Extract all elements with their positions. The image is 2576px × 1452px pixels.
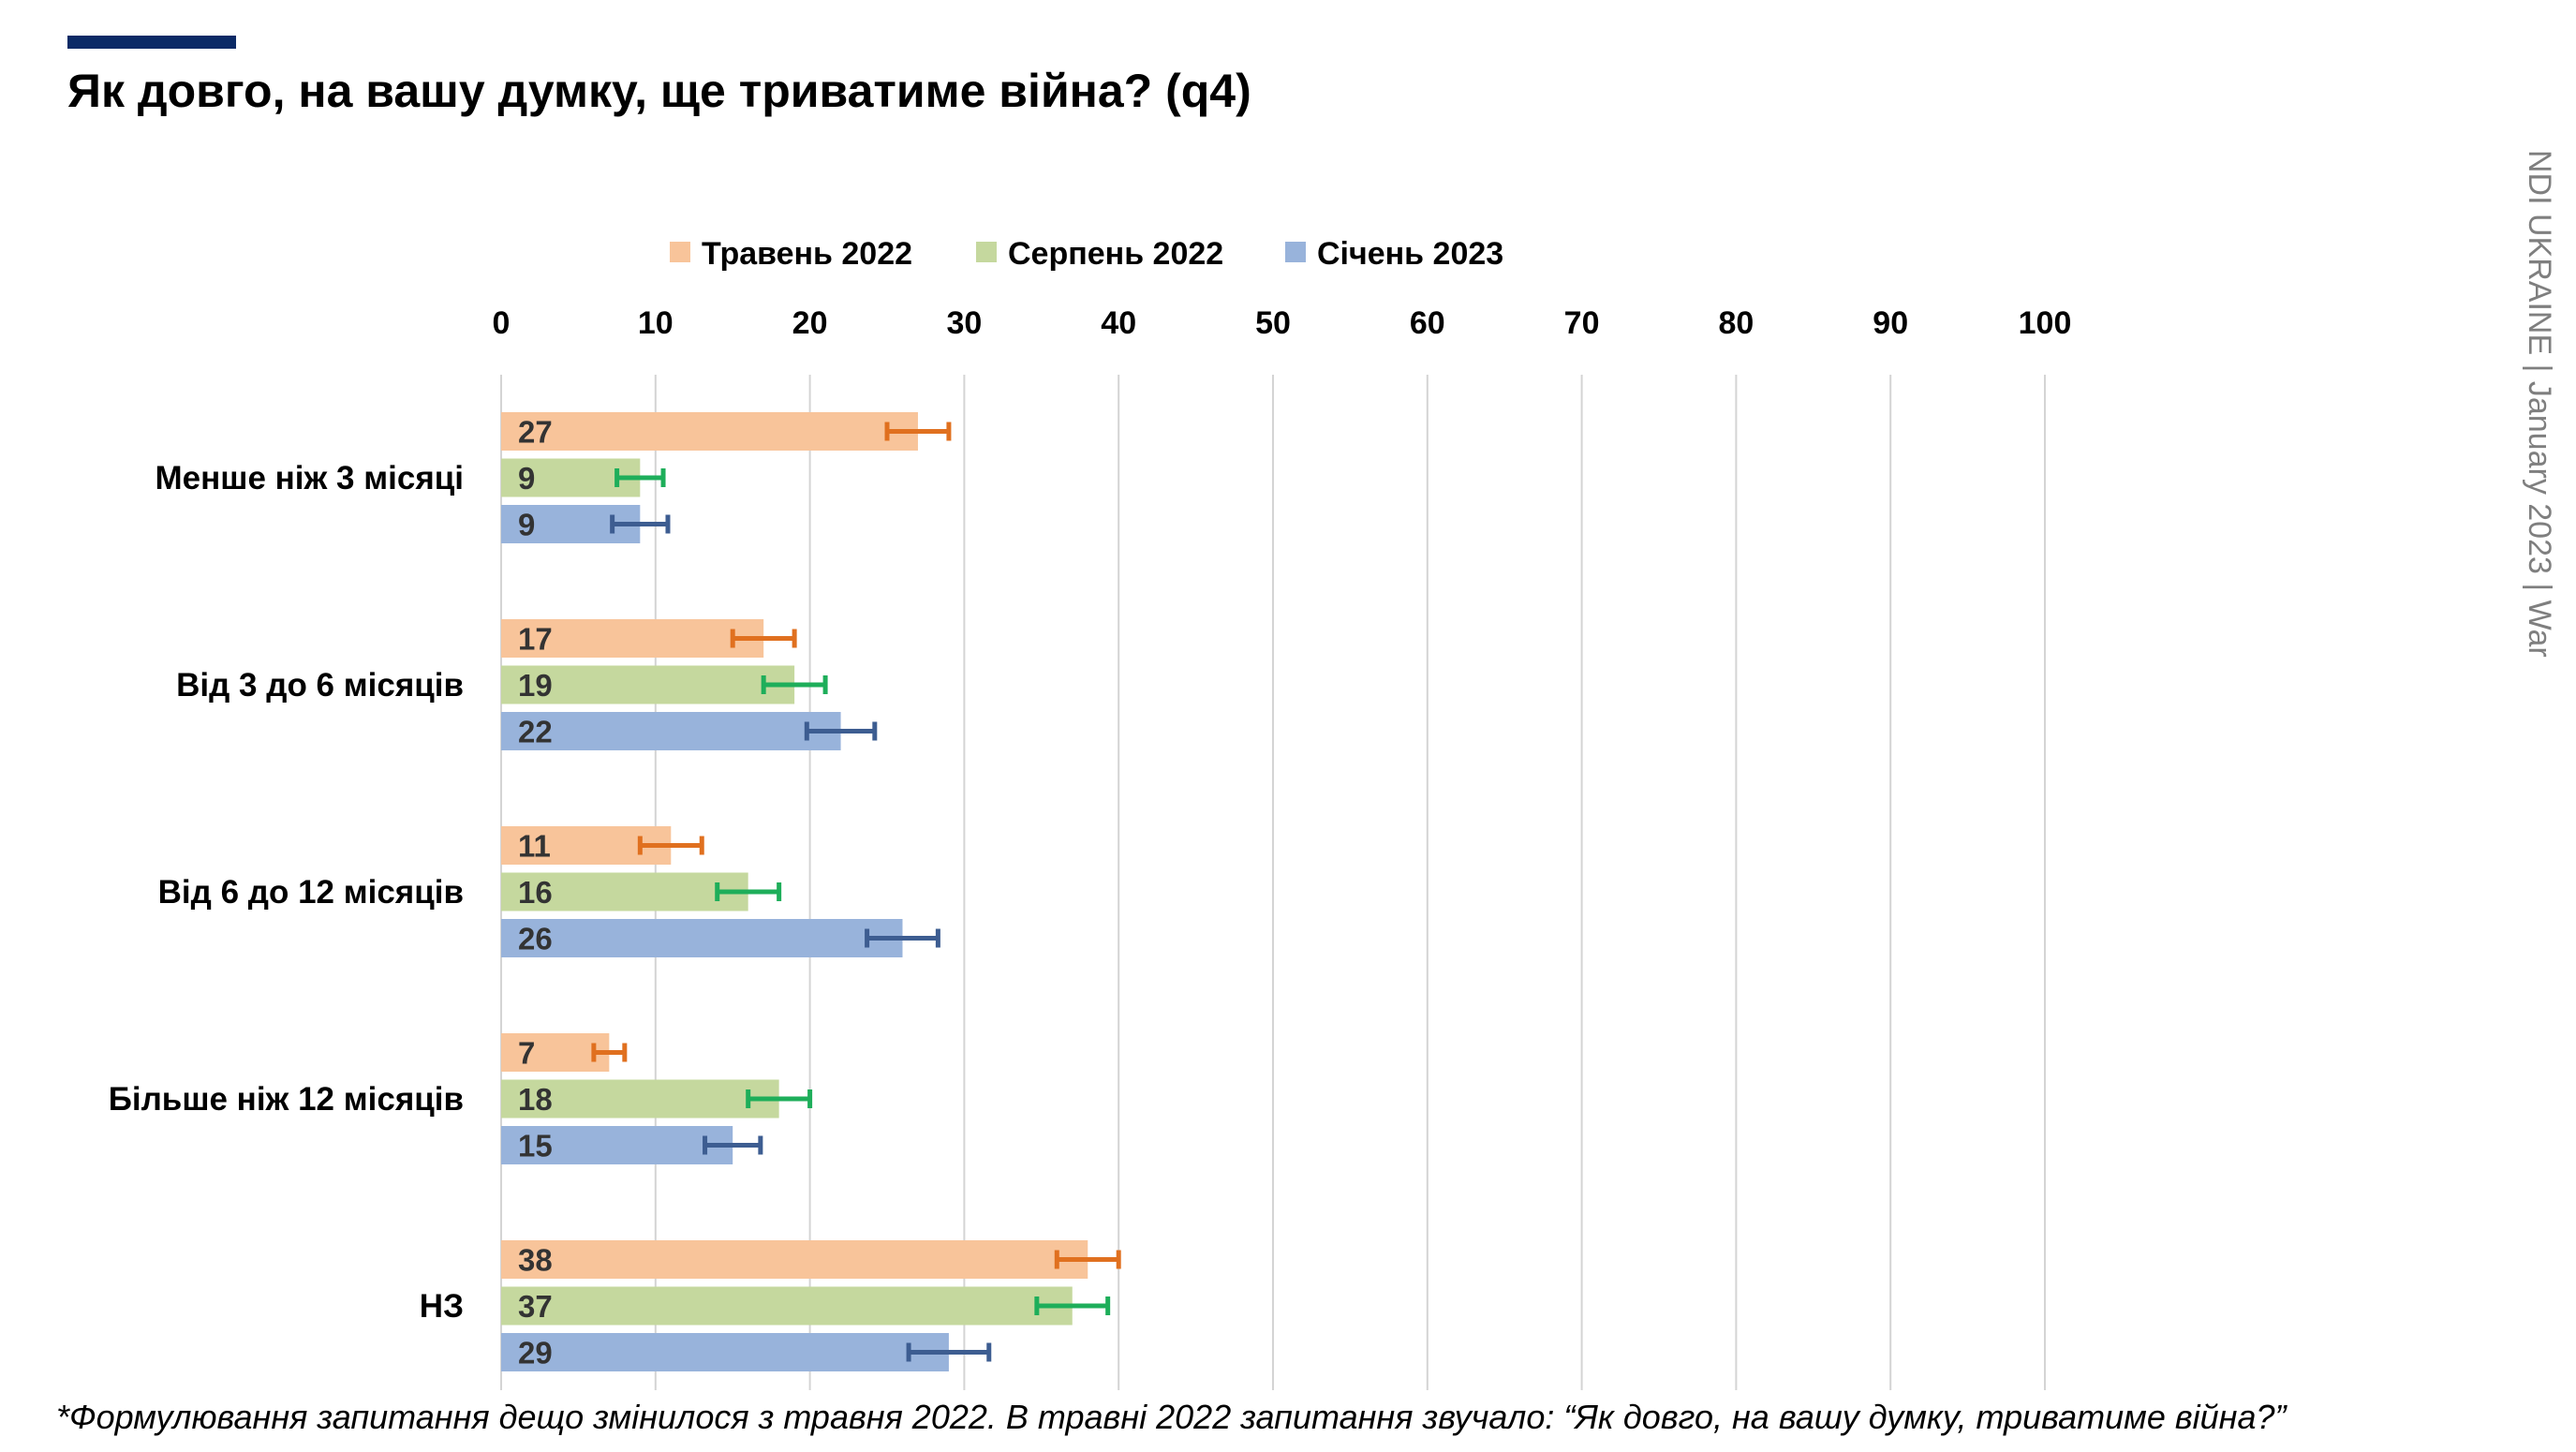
legend-label: Серпень 2022 xyxy=(1008,236,1223,272)
bar-value-label: 29 xyxy=(518,1336,553,1371)
category-label: НЗ xyxy=(420,1288,464,1325)
bar-value-label: 17 xyxy=(518,622,553,657)
legend-swatch xyxy=(670,242,690,262)
bar-value-label: 15 xyxy=(518,1129,553,1163)
x-tick-label: 60 xyxy=(1410,305,1445,341)
x-tick-label: 10 xyxy=(638,305,674,341)
x-axis-ticks: 0 10 20 30 40 50 60 70 80 90 100 xyxy=(493,305,2072,341)
title-accent-bar xyxy=(67,36,236,49)
page-title: Як довго, на вашу думку, ще триватиме ві… xyxy=(67,65,1251,117)
bar-value-label: 7 xyxy=(518,1036,535,1071)
x-tick-label: 80 xyxy=(1718,305,1754,341)
bar xyxy=(501,665,795,704)
footnote: *Формулювання запитання дещо змінилося з… xyxy=(56,1398,2287,1436)
bar-value-label: 27 xyxy=(518,415,553,450)
bar-value-label: 16 xyxy=(518,875,553,910)
bar xyxy=(501,1126,733,1164)
x-tick-label: 40 xyxy=(1101,305,1136,341)
chart-legend: Травень 2022 Серпень 2022 Січень 2023 xyxy=(670,236,1503,272)
x-tick-label: 0 xyxy=(493,305,511,341)
legend-swatch xyxy=(976,242,997,262)
bar xyxy=(501,619,764,658)
x-tick-label: 70 xyxy=(1564,305,1600,341)
category-label: Менше ніж 3 місяці xyxy=(155,460,464,496)
x-tick-label: 20 xyxy=(792,305,828,341)
bar xyxy=(501,872,748,911)
chart-bars: 27 9 9 17 19 22 11 16 26 7 18 15 38 37 29 xyxy=(501,412,1121,1371)
bar xyxy=(501,919,903,957)
bar xyxy=(501,1333,949,1371)
x-tick-label: 100 xyxy=(2019,305,2072,341)
x-tick-label: 30 xyxy=(946,305,982,341)
legend-label: Травень 2022 xyxy=(702,236,912,272)
bar xyxy=(501,1079,779,1119)
x-tick-label: 50 xyxy=(1255,305,1291,341)
bar-value-label: 37 xyxy=(518,1289,553,1324)
category-label: Від 6 до 12 місяців xyxy=(158,874,464,911)
bar xyxy=(501,1286,1073,1326)
legend-label: Січень 2023 xyxy=(1317,236,1503,272)
bar-value-label: 19 xyxy=(518,668,553,703)
category-label: Більше ніж 12 місяців xyxy=(109,1081,464,1118)
bar-value-label: 18 xyxy=(518,1082,553,1117)
bar-value-label: 38 xyxy=(518,1243,553,1278)
bar xyxy=(501,1033,610,1072)
bar xyxy=(501,1240,1088,1279)
bar-value-label: 9 xyxy=(518,508,535,542)
category-label: Від 3 до 6 місяців xyxy=(176,667,464,704)
bar-value-label: 11 xyxy=(518,829,551,864)
x-tick-label: 90 xyxy=(1873,305,1908,341)
bar-value-label: 9 xyxy=(518,461,535,496)
category-labels: Менше ніж 3 місяці Від 3 до 6 місяців Від … xyxy=(109,460,464,1325)
bar xyxy=(501,412,918,451)
bar-value-label: 22 xyxy=(518,715,553,749)
bar xyxy=(501,712,841,750)
legend-swatch xyxy=(1285,242,1306,262)
bar-value-label: 26 xyxy=(518,922,553,956)
